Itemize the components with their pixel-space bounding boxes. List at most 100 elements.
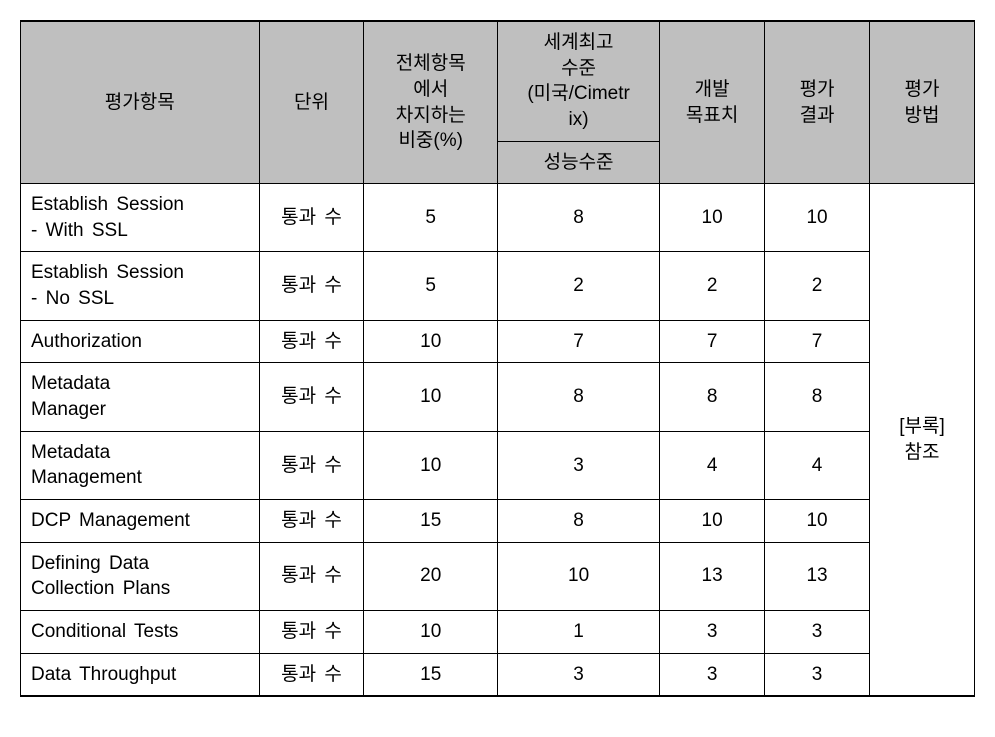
header-item: 평가항목 (21, 21, 260, 184)
header-world-l4: ix) (569, 109, 589, 130)
header-weight: 전체항목 에서 차지하는 비중(%) (364, 21, 498, 184)
header-weight-l1: 전체항목 (396, 53, 466, 74)
cell-item: Defining Data Collection Plans (21, 542, 260, 610)
cell-item: Authorization (21, 320, 260, 363)
table-row: MetadataManagement통과 수10344 (21, 431, 975, 499)
cell-item-l2: Collection Plans (31, 578, 170, 599)
cell-result: 10 (765, 499, 870, 542)
table-row: Data Throughput통과 수15333 (21, 653, 975, 696)
header-result-l1: 평가 (800, 79, 835, 100)
cell-item-l1: Establish Session (31, 262, 184, 283)
cell-weight: 10 (364, 431, 498, 499)
header-result-l2: 결과 (800, 105, 835, 126)
header-target-l1: 개발 (695, 79, 730, 100)
header-world-l2: 수준 (561, 58, 596, 79)
cell-target: 10 (660, 499, 765, 542)
cell-weight: 10 (364, 610, 498, 653)
evaluation-table-wrap: 평가항목 단위 전체항목 에서 차지하는 비중(%) 세계최고 수준 (미국/C… (20, 20, 975, 697)
table-row: DCP Management통과 수1581010 (21, 499, 975, 542)
cell-item-l1: Establish Session (31, 194, 184, 215)
cell-unit: 통과 수 (259, 431, 364, 499)
cell-unit: 통과 수 (259, 653, 364, 696)
cell-item-l2: - With SSL (31, 220, 128, 241)
cell-method-l1: [부록] (899, 416, 945, 437)
cell-result: 7 (765, 320, 870, 363)
table-row: Authorization통과 수10777 (21, 320, 975, 363)
cell-unit: 통과 수 (259, 252, 364, 320)
cell-target: 4 (660, 431, 765, 499)
cell-world-level: 3 (497, 431, 659, 499)
cell-item-l2: - No SSL (31, 288, 114, 309)
cell-item-l2: Management (31, 467, 142, 488)
cell-result: 10 (765, 184, 870, 252)
cell-item: Data Throughput (21, 653, 260, 696)
cell-weight: 10 (364, 363, 498, 431)
cell-item: DCP Management (21, 499, 260, 542)
header-method-l1: 평가 (905, 79, 940, 100)
cell-unit: 통과 수 (259, 363, 364, 431)
cell-method: [부록] 참조 (870, 184, 975, 696)
header-method: 평가 방법 (870, 21, 975, 184)
cell-unit: 통과 수 (259, 542, 364, 610)
header-weight-l4: 비중(%) (398, 130, 463, 151)
header-weight-l3: 차지하는 (396, 105, 466, 126)
header-method-l2: 방법 (905, 105, 940, 126)
table-row: Conditional Tests통과 수10133 (21, 610, 975, 653)
cell-item-l1: Metadata (31, 442, 110, 463)
cell-world-level: 1 (497, 610, 659, 653)
cell-item-l2: Manager (31, 399, 106, 420)
table-row: MetadataManager통과 수10888 (21, 363, 975, 431)
header-world-l1: 세계최고 (544, 32, 614, 53)
cell-target: 8 (660, 363, 765, 431)
cell-item: Metadata Management (21, 431, 260, 499)
cell-item: Conditional Tests (21, 610, 260, 653)
cell-result: 3 (765, 653, 870, 696)
cell-target: 3 (660, 610, 765, 653)
cell-unit: 통과 수 (259, 610, 364, 653)
header-target-l2: 목표치 (686, 105, 738, 126)
cell-world-level: 8 (497, 499, 659, 542)
cell-item: Establish Session - No SSL (21, 252, 260, 320)
table-row: Establish Session- With SSL통과 수581010[부록… (21, 184, 975, 252)
cell-world-level: 8 (497, 363, 659, 431)
cell-weight: 5 (364, 184, 498, 252)
cell-world-level: 2 (497, 252, 659, 320)
header-world-top: 세계최고 수준 (미국/Cimetr ix) (497, 21, 659, 141)
cell-target: 10 (660, 184, 765, 252)
header-world-sub: 성능수준 (497, 141, 659, 184)
cell-weight: 15 (364, 499, 498, 542)
cell-target: 13 (660, 542, 765, 610)
cell-result: 13 (765, 542, 870, 610)
cell-weight: 20 (364, 542, 498, 610)
cell-weight: 15 (364, 653, 498, 696)
cell-result: 2 (765, 252, 870, 320)
cell-item-l1: Metadata (31, 373, 110, 394)
cell-unit: 통과 수 (259, 320, 364, 363)
cell-item: Establish Session - With SSL (21, 184, 260, 252)
cell-world-level: 8 (497, 184, 659, 252)
evaluation-table: 평가항목 단위 전체항목 에서 차지하는 비중(%) 세계최고 수준 (미국/C… (20, 20, 975, 697)
cell-unit: 통과 수 (259, 499, 364, 542)
cell-target: 3 (660, 653, 765, 696)
cell-weight: 5 (364, 252, 498, 320)
cell-item-l1: Defining Data (31, 553, 149, 574)
cell-world-level: 3 (497, 653, 659, 696)
table-row: Establish Session- No SSL통과 수5222 (21, 252, 975, 320)
header-result: 평가 결과 (765, 21, 870, 184)
table-row: Defining DataCollection Plans통과 수2010131… (21, 542, 975, 610)
table-header: 평가항목 단위 전체항목 에서 차지하는 비중(%) 세계최고 수준 (미국/C… (21, 21, 975, 184)
cell-unit: 통과 수 (259, 184, 364, 252)
cell-weight: 10 (364, 320, 498, 363)
cell-target: 7 (660, 320, 765, 363)
cell-item: Metadata Manager (21, 363, 260, 431)
header-weight-l2: 에서 (413, 79, 448, 100)
cell-method-l2: 참조 (905, 442, 940, 463)
cell-result: 3 (765, 610, 870, 653)
table-body: Establish Session- With SSL통과 수581010[부록… (21, 184, 975, 696)
header-world-l3: (미국/Cimetr (527, 83, 630, 104)
cell-world-level: 7 (497, 320, 659, 363)
header-unit: 단위 (259, 21, 364, 184)
cell-world-level: 10 (497, 542, 659, 610)
cell-result: 4 (765, 431, 870, 499)
cell-result: 8 (765, 363, 870, 431)
